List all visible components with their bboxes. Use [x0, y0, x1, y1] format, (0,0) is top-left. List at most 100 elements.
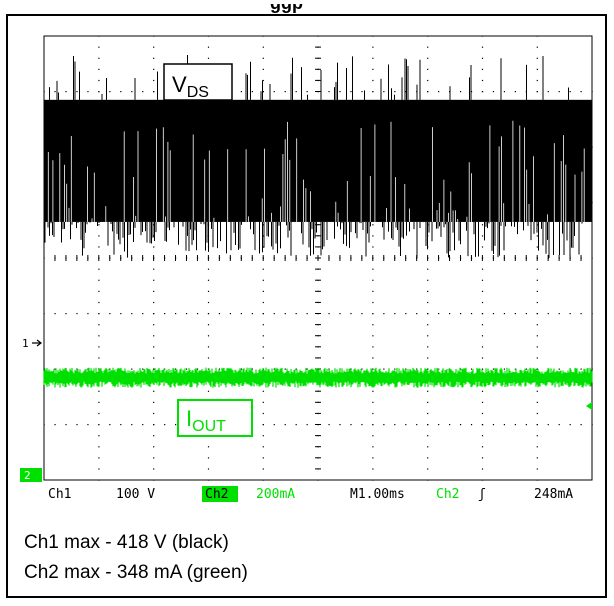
grid-dot — [372, 290, 374, 292]
grid-dot — [262, 424, 264, 426]
grid-dot — [372, 468, 374, 470]
grid-dot — [536, 279, 538, 281]
grid-dot — [76, 424, 78, 426]
grid-dot — [427, 68, 429, 70]
grid-dot — [262, 346, 264, 348]
grid-dot — [240, 313, 242, 315]
grid-dot — [536, 290, 538, 292]
grid-dot — [98, 346, 100, 348]
grid-dot — [492, 91, 495, 93]
grid-dot — [372, 246, 374, 248]
grid-dot — [87, 424, 89, 426]
grid-dot — [153, 468, 155, 470]
grid-dot — [284, 424, 286, 426]
grid-dot — [153, 335, 155, 337]
grid-dot — [262, 46, 264, 48]
grid-dot — [427, 301, 429, 304]
grid-dot — [207, 479, 210, 481]
grid-dot — [207, 357, 210, 359]
grid-dot — [153, 235, 155, 237]
grid-dot — [536, 479, 538, 481]
grid-dot — [262, 279, 264, 281]
grid-dot — [405, 424, 407, 426]
grid-dot — [350, 368, 352, 370]
grid-dot — [449, 368, 451, 370]
grid-dot — [164, 424, 166, 426]
trigger-marker — [586, 402, 592, 410]
grid-dot — [481, 446, 484, 448]
grid-dot — [427, 57, 429, 59]
grid-dot — [536, 301, 538, 304]
grid-dot — [262, 79, 264, 82]
grid-dot — [536, 424, 538, 426]
readout-ch2-bg — [202, 486, 238, 502]
grid-dot — [492, 368, 495, 370]
ch1-marker: 1 — [22, 337, 29, 350]
grid-dot — [580, 313, 582, 315]
figure-frame: ggp — [6, 4, 607, 598]
ch2-marker-bg — [20, 468, 42, 482]
grid-dot — [569, 91, 571, 93]
grid-dot — [449, 424, 451, 426]
grid-dot — [514, 368, 516, 370]
grid-dot — [207, 268, 210, 270]
grid-dot — [262, 412, 264, 415]
grid-dot — [372, 457, 374, 459]
grid-dot — [580, 424, 582, 426]
grid-dot — [372, 390, 374, 392]
grid-dot — [153, 346, 155, 348]
grid-dot — [536, 46, 538, 48]
grid-dot — [481, 224, 484, 226]
grid-dot — [109, 424, 111, 426]
grid-dot — [98, 46, 100, 48]
grid-dot — [372, 301, 374, 304]
grid-dot — [196, 368, 199, 370]
grid-dot — [54, 368, 56, 370]
grid-dot — [514, 424, 516, 426]
caption-line-1: Ch1 max - 418 V (black) — [24, 532, 229, 553]
grid-dot — [98, 468, 100, 470]
grid-dot — [273, 368, 275, 370]
grid-dot — [427, 457, 429, 459]
grid-dot — [481, 479, 484, 481]
grid-dot — [394, 424, 396, 426]
grid-dot — [591, 91, 593, 93]
grid-dot — [470, 313, 473, 315]
grid-dot — [383, 91, 385, 93]
grid-dot — [492, 313, 495, 315]
grid-dot — [43, 368, 45, 370]
grid-dot — [536, 68, 538, 70]
caption-line-2: Ch2 max - 348 mA (green) — [24, 562, 248, 583]
grid-dot — [229, 313, 232, 315]
iout-label-box — [177, 399, 253, 437]
ch2-marker: 2 — [24, 469, 31, 482]
grid-dot — [481, 235, 484, 237]
grid-dot — [372, 235, 374, 237]
grid-dot — [207, 301, 210, 304]
grid-dot — [207, 335, 210, 337]
grid-dot — [372, 357, 374, 359]
grid-dot — [98, 301, 100, 304]
chart-title-fragment: ggp — [270, 4, 360, 18]
grid-dot — [459, 91, 462, 93]
grid-dot — [262, 268, 264, 270]
grid-dot — [98, 479, 100, 481]
grid-dot — [591, 202, 593, 204]
grid-dot — [536, 324, 538, 326]
grid-dot — [98, 357, 100, 359]
grid-dot — [481, 368, 484, 370]
grid-dot — [153, 435, 155, 437]
grid-dot — [481, 468, 484, 470]
grid-dot — [536, 457, 538, 459]
grid-dot — [547, 313, 549, 315]
grid-dot — [383, 424, 385, 426]
grid-dot — [54, 91, 56, 93]
grid-dot — [262, 235, 264, 237]
grid-dot — [185, 368, 188, 370]
grid-dot — [164, 313, 166, 315]
grid-dot — [427, 412, 429, 415]
grid-dot — [87, 368, 89, 370]
grid-dot — [207, 446, 210, 448]
grid-dot — [120, 424, 122, 426]
